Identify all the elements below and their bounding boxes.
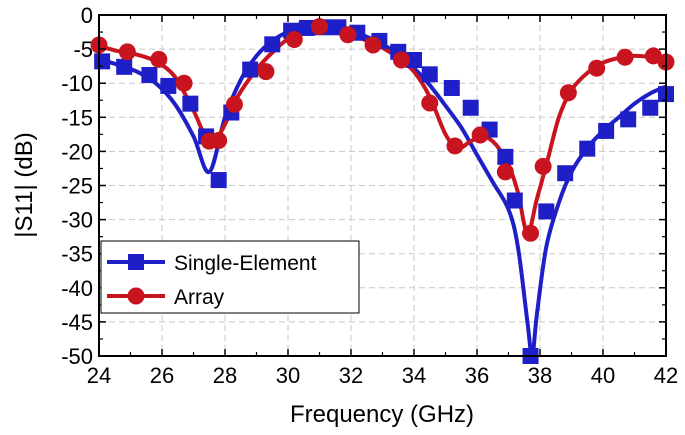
legend-box [100, 240, 360, 314]
data-point-array [175, 74, 193, 92]
data-point-single-element [160, 77, 177, 94]
data-point-single-element [642, 99, 659, 116]
data-point-single-element [421, 66, 438, 83]
data-point-array [588, 59, 606, 77]
data-point-single-element [406, 52, 422, 69]
data-point-array [225, 95, 243, 113]
data-point-array [534, 157, 552, 175]
legend-marker-single-element [128, 254, 144, 270]
y-tick-label: -5 [73, 37, 93, 62]
x-tick-label: 28 [213, 363, 237, 388]
x-tick-label: 42 [654, 363, 678, 388]
data-point-array [392, 51, 410, 69]
data-point-array [118, 43, 136, 61]
y-tick-label: -20 [61, 139, 93, 164]
x-tick-label: 40 [591, 363, 615, 388]
y-axis-title: |S11| (dB) [11, 132, 38, 237]
y-tick-label: -15 [61, 105, 93, 130]
y-tick-label: -35 [61, 242, 93, 267]
data-point-array [339, 26, 357, 44]
y-tick-label: -10 [61, 71, 93, 96]
x-tick-label: 24 [87, 363, 111, 388]
data-point-single-element [557, 165, 574, 182]
data-point-single-element [298, 19, 315, 36]
y-tick-label: 0 [81, 3, 93, 28]
data-point-array [559, 84, 577, 102]
data-point-single-element [579, 140, 596, 157]
data-point-single-element [506, 192, 523, 209]
data-point-array [285, 31, 303, 49]
data-point-single-element [598, 122, 615, 139]
data-point-array [364, 36, 382, 54]
legend-marker-array [127, 287, 145, 305]
data-point-single-element [462, 99, 479, 116]
data-point-array [311, 18, 328, 36]
data-point-array [616, 48, 634, 66]
x-axis-title: Frequency (GHz) [290, 401, 474, 428]
data-point-array [210, 131, 228, 149]
y-tick-label: -40 [61, 276, 93, 301]
data-point-single-element [538, 203, 555, 220]
data-point-single-element [210, 172, 227, 189]
y-tick-labels: 0 -5 -10 -15 -20 -25 -30 -35 -40 -45 -50 [61, 3, 93, 369]
data-point-single-element [620, 111, 637, 128]
y-tick-label: -50 [61, 344, 93, 369]
data-point-single-element [497, 148, 514, 165]
data-point-array [522, 224, 540, 242]
y-tick-label: -30 [61, 208, 93, 233]
x-tick-label: 26 [150, 363, 174, 388]
x-tick-label: 32 [339, 363, 363, 388]
data-point-single-element [141, 67, 158, 84]
tick-marks [98, 14, 667, 357]
data-point-single-element [242, 61, 259, 78]
x-tick-labels: 24 26 28 30 32 34 36 38 40 42 [87, 363, 678, 388]
x-tick-label: 36 [465, 363, 489, 388]
x-tick-label: 38 [528, 363, 552, 388]
data-point-array [644, 47, 662, 65]
data-point-array [446, 137, 464, 155]
legend-label-single-element: Single-Element [174, 252, 317, 275]
data-point-array [150, 50, 168, 68]
legend-label-array: Array [174, 286, 225, 309]
y-tick-label: -25 [61, 174, 93, 199]
data-point-single-element [443, 79, 460, 96]
data-point-array [496, 163, 514, 181]
data-point-single-element [94, 53, 111, 70]
legend: Single-Element Array [100, 240, 360, 314]
x-tick-label: 30 [276, 363, 300, 388]
series-markers [90, 18, 675, 364]
data-point-single-element [182, 95, 199, 112]
y-tick-label: -45 [61, 310, 93, 335]
data-point-single-element [264, 36, 281, 53]
data-point-array [421, 94, 439, 112]
data-point-array [257, 63, 275, 81]
x-tick-label: 34 [402, 363, 426, 388]
data-point-array [471, 126, 489, 144]
data-point-single-element [116, 58, 133, 75]
series-line-array [99, 24, 666, 236]
